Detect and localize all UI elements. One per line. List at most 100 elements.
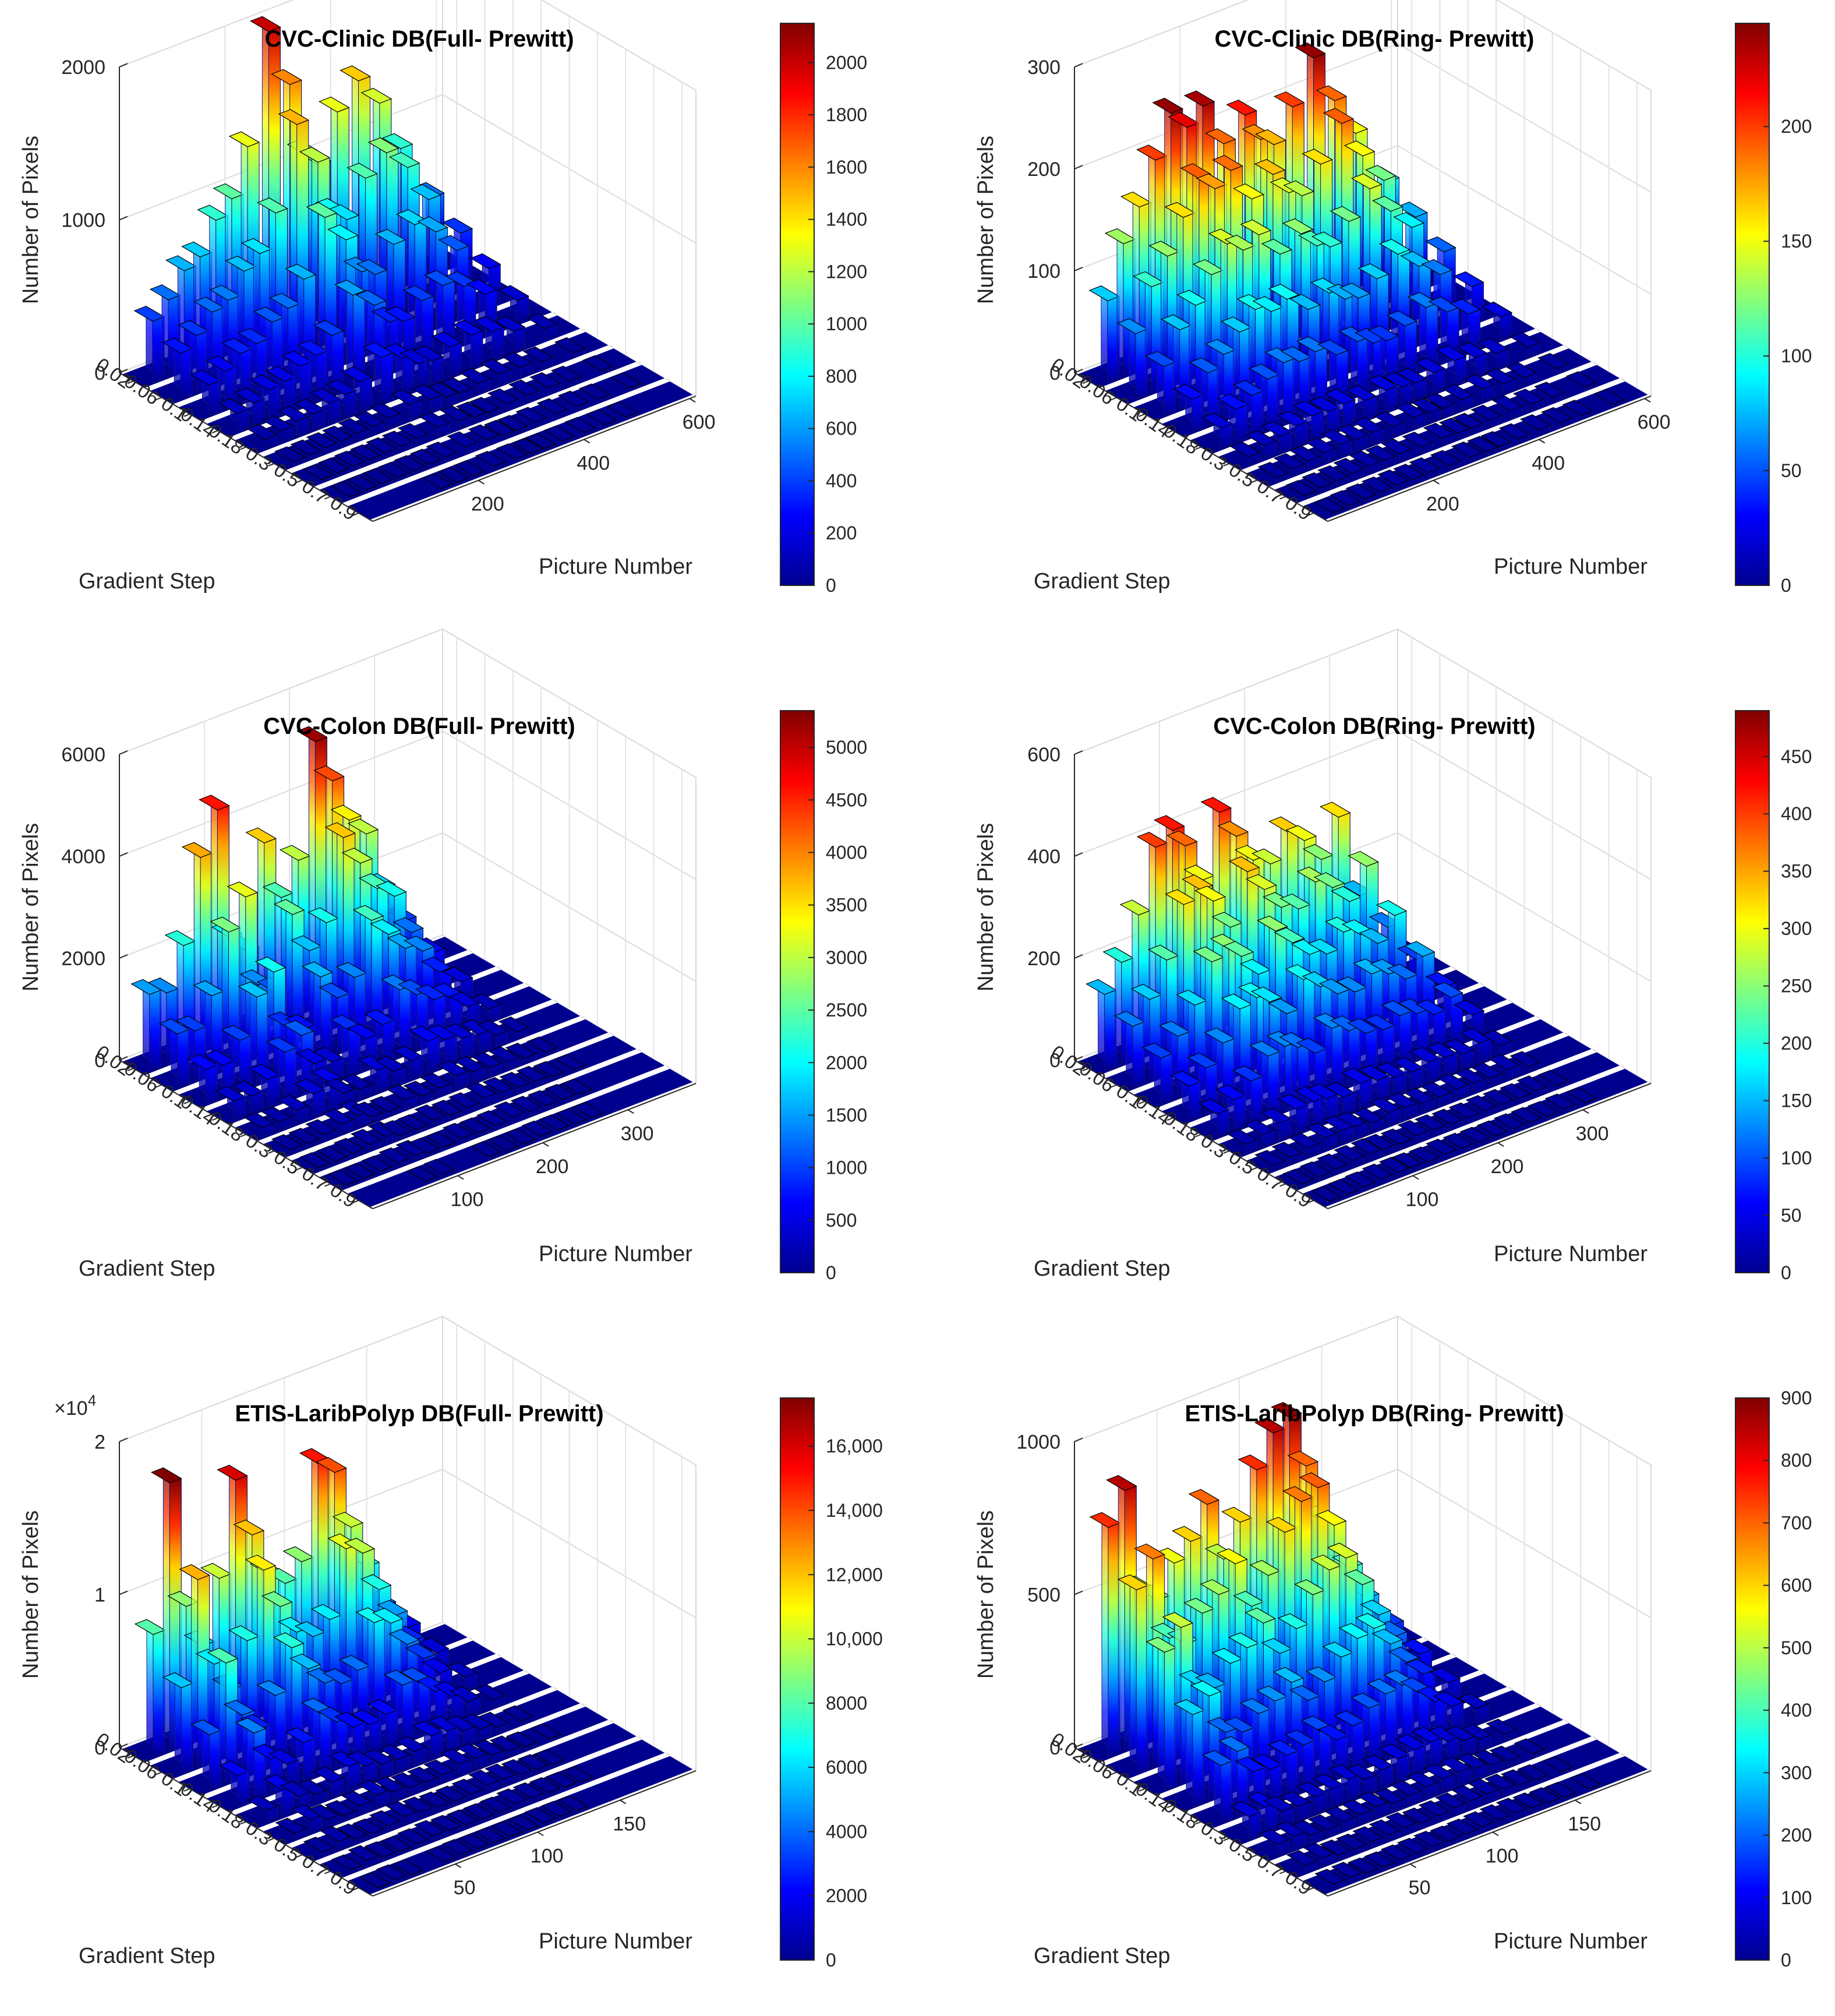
bar-top bbox=[319, 1826, 351, 1842]
bar-top bbox=[497, 415, 529, 431]
bar-top bbox=[1261, 238, 1293, 255]
colorbar-tick-label: 350 bbox=[1781, 861, 1812, 882]
y-tick bbox=[1279, 496, 1286, 500]
y-tick bbox=[268, 1837, 275, 1841]
bar-top bbox=[1271, 1142, 1303, 1158]
bar-top bbox=[290, 439, 322, 456]
colorbar-tick-label: 2000 bbox=[826, 1886, 867, 1906]
bar-top bbox=[468, 424, 500, 440]
x-tick-label: 600 bbox=[1638, 411, 1671, 433]
bar-top bbox=[386, 1084, 418, 1100]
bar-top bbox=[1119, 899, 1151, 916]
bar bbox=[427, 1036, 440, 1074]
bar-top bbox=[253, 306, 285, 323]
bar-top bbox=[217, 1464, 248, 1481]
bar-top bbox=[1216, 1548, 1248, 1565]
y-tick bbox=[324, 1183, 331, 1187]
bar-top bbox=[1406, 1771, 1438, 1788]
bar-top bbox=[1323, 108, 1355, 124]
bar-top bbox=[1277, 1613, 1309, 1629]
bar-top bbox=[1397, 1120, 1429, 1136]
y-tick bbox=[240, 1821, 246, 1825]
bar-top bbox=[1365, 165, 1396, 181]
bar-top bbox=[471, 1141, 502, 1157]
bar-top bbox=[1296, 336, 1328, 352]
bar-top bbox=[1314, 1869, 1346, 1885]
bar-top bbox=[1176, 289, 1208, 306]
bar-top bbox=[1113, 1011, 1145, 1027]
bar-top bbox=[515, 407, 547, 423]
bar-top bbox=[1264, 347, 1296, 363]
bar-top bbox=[1245, 874, 1277, 890]
y-axis-label: Gradient Step bbox=[79, 1944, 215, 1968]
colorbar-tick-label: 150 bbox=[1781, 1090, 1812, 1111]
bar-top bbox=[517, 1754, 549, 1770]
z-tick bbox=[119, 1590, 128, 1595]
bar-top bbox=[362, 342, 394, 358]
bar-top bbox=[233, 1519, 265, 1535]
bar-top bbox=[448, 991, 480, 1008]
x-tick bbox=[1497, 1142, 1504, 1147]
bar-top bbox=[221, 338, 253, 354]
bar-top bbox=[1352, 417, 1384, 433]
bar-top bbox=[1280, 346, 1312, 362]
bar-top bbox=[1272, 1667, 1304, 1683]
bar-top bbox=[1433, 1691, 1465, 1707]
z-axis-label: Number of Pixels bbox=[974, 823, 998, 991]
colorbar-tick-label: 800 bbox=[826, 366, 857, 387]
bar-top bbox=[1289, 445, 1321, 462]
bar-top bbox=[442, 1122, 474, 1139]
z-tick bbox=[1074, 165, 1083, 170]
bar-top bbox=[1316, 1153, 1348, 1170]
bar-top bbox=[527, 1090, 559, 1106]
y-tick bbox=[1223, 1837, 1230, 1841]
y-tick bbox=[240, 1134, 246, 1138]
y-tick bbox=[1195, 1821, 1201, 1825]
grid-line bbox=[1074, 1468, 1652, 1619]
y-tick bbox=[324, 496, 331, 500]
y-tick bbox=[155, 397, 162, 401]
bar-top bbox=[476, 1110, 508, 1127]
bar-top bbox=[1387, 963, 1419, 980]
bar-top bbox=[395, 1736, 427, 1752]
x-tick bbox=[1539, 439, 1546, 444]
bar-top bbox=[186, 1054, 218, 1070]
bar-top bbox=[1373, 1788, 1405, 1804]
bar-top bbox=[306, 202, 338, 218]
bar-top bbox=[1360, 1600, 1392, 1616]
z-tick-label: 4000 bbox=[61, 846, 105, 868]
bar-top bbox=[1230, 1800, 1261, 1817]
bar-top bbox=[363, 1009, 395, 1025]
x-tick bbox=[1412, 1175, 1419, 1180]
bar-top bbox=[206, 355, 238, 372]
bar-top bbox=[420, 1072, 452, 1089]
y-tick bbox=[1307, 1199, 1314, 1203]
bar-top bbox=[1317, 465, 1349, 482]
bar-top bbox=[381, 133, 413, 149]
bar-top bbox=[237, 328, 269, 344]
colorbar-tick-label: 2000 bbox=[826, 1052, 867, 1073]
bar-top bbox=[554, 1054, 586, 1070]
bar-top bbox=[1501, 1769, 1532, 1785]
bar-top bbox=[316, 1457, 347, 1473]
colorbar-tick-label: 450 bbox=[1781, 746, 1812, 767]
bar-top bbox=[271, 69, 302, 85]
y-tick bbox=[211, 1805, 218, 1809]
bar-top bbox=[415, 984, 447, 1000]
bar-top bbox=[1519, 414, 1551, 430]
bar-top bbox=[334, 1711, 366, 1728]
bar-top bbox=[1243, 1119, 1275, 1135]
bar-top bbox=[1311, 231, 1343, 248]
bar-top bbox=[388, 1629, 420, 1645]
bar bbox=[492, 327, 504, 361]
bar-top bbox=[1331, 886, 1362, 902]
bar-top bbox=[501, 352, 533, 368]
bar-top bbox=[1268, 284, 1300, 300]
bar-top bbox=[1235, 1756, 1267, 1773]
x-tick-label: 400 bbox=[1532, 452, 1565, 474]
colorbar-tick-label: 1400 bbox=[826, 209, 867, 230]
bar-top bbox=[1310, 1554, 1342, 1571]
bar-top bbox=[215, 1086, 246, 1102]
bar-top bbox=[1261, 1637, 1293, 1654]
y-tick bbox=[1139, 1788, 1145, 1792]
